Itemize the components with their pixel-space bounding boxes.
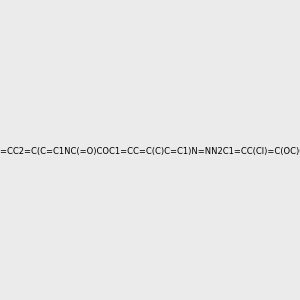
Text: CC1=CC2=C(C=C1NC(=O)COC1=CC=C(C)C=C1)N=NN2C1=CC(Cl)=C(OC)C=C1: CC1=CC2=C(C=C1NC(=O)COC1=CC=C(C)C=C1)N=N… <box>0 147 300 156</box>
